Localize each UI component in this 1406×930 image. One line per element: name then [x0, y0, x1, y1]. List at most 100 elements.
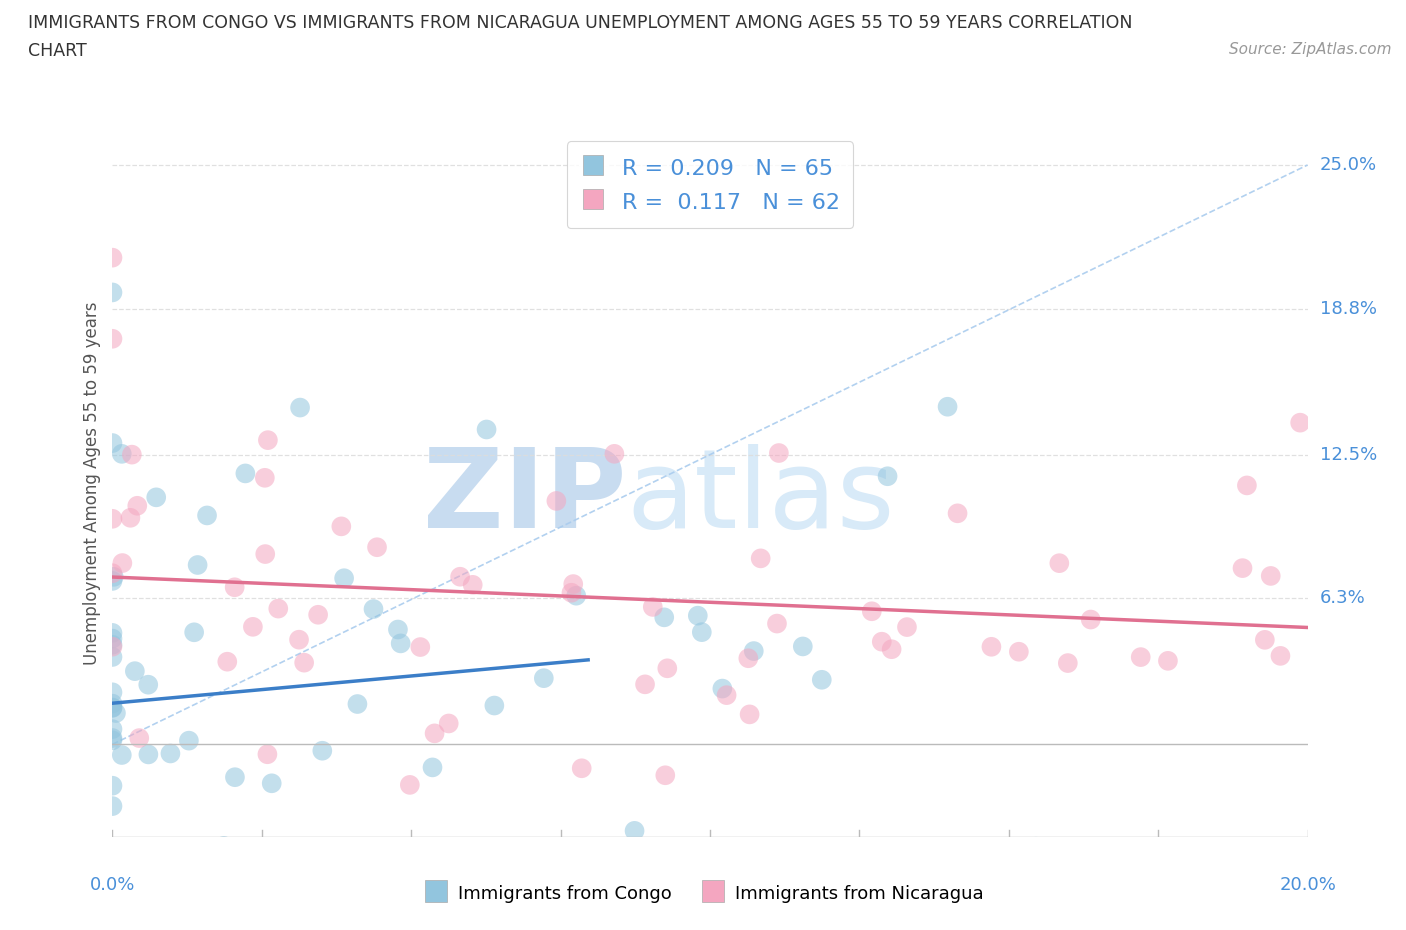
Point [224, 770, 246, 785]
Text: Source: ZipAtlas.com: Source: ZipAtlas.com [1229, 42, 1392, 57]
Point [101, 882, 124, 897]
Point [101, 331, 124, 346]
Point [738, 707, 761, 722]
Point [980, 639, 1002, 654]
Point [127, 498, 149, 513]
Point [307, 607, 329, 622]
Point [101, 631, 124, 646]
Point [546, 494, 568, 509]
Point [101, 722, 124, 737]
Point [870, 634, 893, 649]
Point [1270, 648, 1292, 663]
Point [768, 445, 790, 460]
Point [792, 639, 814, 654]
Point [224, 579, 246, 594]
Text: IMMIGRANTS FROM CONGO VS IMMIGRANTS FROM NICARAGUA UNEMPLOYMENT AMONG AGES 55 TO: IMMIGRANTS FROM CONGO VS IMMIGRANTS FROM… [28, 14, 1133, 32]
Point [565, 589, 588, 604]
Point [136, 677, 159, 692]
Point [749, 551, 772, 565]
Point [288, 632, 311, 647]
Point [654, 768, 676, 783]
Legend: R = 0.209   N = 65, R =  0.117   N = 62: R = 0.209 N = 65, R = 0.117 N = 62 [567, 141, 853, 228]
Point [422, 760, 444, 775]
Point [1236, 478, 1258, 493]
Point [177, 733, 200, 748]
Point [292, 656, 315, 671]
Point [254, 547, 277, 562]
Point [333, 571, 356, 586]
Point [121, 447, 143, 462]
Point [449, 569, 471, 584]
Point [257, 432, 280, 447]
Point [235, 466, 257, 481]
Point [101, 700, 124, 715]
Point [810, 672, 832, 687]
Point [623, 823, 645, 838]
Point [737, 651, 759, 666]
Point [120, 511, 142, 525]
Point [101, 649, 124, 664]
Point [311, 743, 333, 758]
Point [1080, 612, 1102, 627]
Point [145, 490, 167, 505]
Point [571, 761, 593, 776]
Point [101, 733, 124, 748]
Point [876, 469, 898, 484]
Point [1129, 650, 1152, 665]
Point [101, 697, 124, 711]
Point [603, 446, 626, 461]
Point [187, 558, 209, 573]
Point [101, 731, 124, 746]
Point [260, 776, 283, 790]
Point [686, 608, 709, 623]
Point [1008, 644, 1031, 659]
Point [138, 747, 160, 762]
Point [101, 799, 124, 814]
Text: CHART: CHART [28, 42, 87, 60]
Point [195, 508, 218, 523]
Point [124, 664, 146, 679]
Point [1260, 568, 1282, 583]
Point [475, 422, 498, 437]
Point [1289, 415, 1312, 430]
Point [242, 619, 264, 634]
Text: 18.8%: 18.8% [1319, 299, 1376, 318]
Point [157, 884, 180, 899]
Point [896, 619, 918, 634]
Point [461, 578, 484, 592]
Point [101, 919, 124, 930]
Point [159, 746, 181, 761]
Point [103, 569, 125, 584]
Point [484, 698, 506, 713]
Point [373, 897, 395, 911]
Point [562, 577, 585, 591]
Point [363, 602, 385, 617]
Point [111, 748, 134, 763]
Point [217, 654, 239, 669]
Point [101, 626, 124, 641]
Point [101, 512, 124, 526]
Point [183, 625, 205, 640]
Point [652, 610, 675, 625]
Point [634, 677, 657, 692]
Point [153, 876, 176, 891]
Point [111, 446, 134, 461]
Point [267, 601, 290, 616]
Point [101, 435, 124, 450]
Point [657, 661, 679, 676]
Point [880, 642, 903, 657]
Point [716, 687, 738, 702]
Point [423, 726, 446, 741]
Point [389, 636, 412, 651]
Point [641, 600, 664, 615]
Point [104, 706, 127, 721]
Text: atlas: atlas [626, 445, 894, 551]
Point [330, 519, 353, 534]
Point [101, 639, 124, 654]
Point [742, 644, 765, 658]
Point [690, 625, 713, 640]
Point [766, 617, 789, 631]
Point [398, 777, 420, 792]
Point [366, 539, 388, 554]
Text: 25.0%: 25.0% [1319, 156, 1376, 174]
